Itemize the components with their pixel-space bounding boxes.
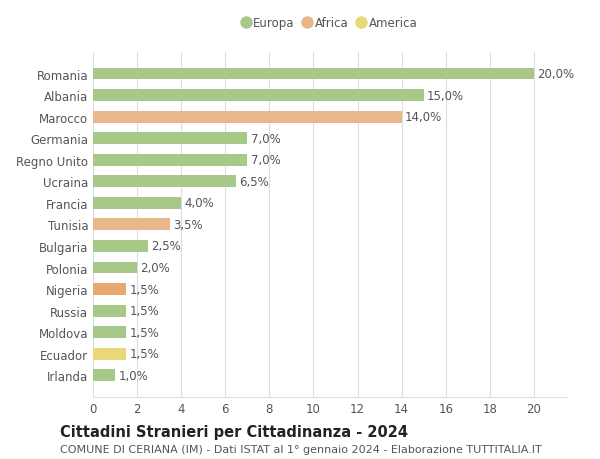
Bar [93, 284, 126, 295]
Bar [93, 219, 170, 231]
Text: 1,0%: 1,0% [118, 369, 148, 382]
Text: 2,5%: 2,5% [151, 240, 181, 253]
Bar [93, 262, 137, 274]
Bar [93, 197, 181, 209]
Bar [93, 68, 534, 80]
Text: 4,0%: 4,0% [184, 197, 214, 210]
Text: 15,0%: 15,0% [427, 90, 464, 102]
Legend: Europa, Africa, America: Europa, Africa, America [239, 14, 421, 34]
Bar [93, 241, 148, 252]
Text: 2,0%: 2,0% [140, 262, 170, 274]
Text: COMUNE DI CERIANA (IM) - Dati ISTAT al 1° gennaio 2024 - Elaborazione TUTTITALIA: COMUNE DI CERIANA (IM) - Dati ISTAT al 1… [60, 444, 542, 454]
Text: 14,0%: 14,0% [405, 111, 442, 124]
Bar [93, 305, 126, 317]
Text: 1,5%: 1,5% [130, 326, 159, 339]
Bar [93, 133, 247, 145]
Bar [93, 90, 424, 102]
Text: 7,0%: 7,0% [251, 132, 280, 146]
Bar [93, 348, 126, 360]
Text: 1,5%: 1,5% [130, 347, 159, 360]
Text: 3,5%: 3,5% [173, 218, 203, 231]
Text: Cittadini Stranieri per Cittadinanza - 2024: Cittadini Stranieri per Cittadinanza - 2… [60, 425, 408, 440]
Text: 1,5%: 1,5% [130, 283, 159, 296]
Bar [93, 326, 126, 338]
Text: 6,5%: 6,5% [239, 175, 269, 188]
Bar [93, 155, 247, 166]
Bar [93, 176, 236, 188]
Bar [93, 369, 115, 381]
Text: 1,5%: 1,5% [130, 304, 159, 318]
Bar [93, 112, 401, 123]
Text: 7,0%: 7,0% [251, 154, 280, 167]
Text: 20,0%: 20,0% [537, 68, 574, 81]
